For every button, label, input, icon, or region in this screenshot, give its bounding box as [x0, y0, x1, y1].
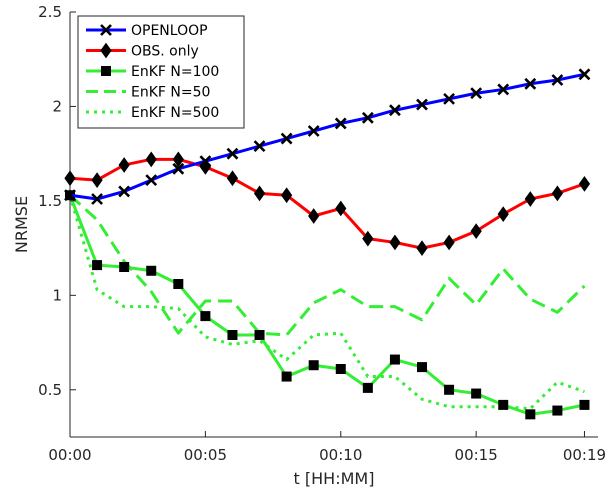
series-enkf-n-500 — [68, 194, 585, 411]
data-point — [281, 187, 293, 204]
x-axis: 00:00 00:05 00:10 00:15 00:19 — [48, 431, 606, 464]
data-point — [551, 185, 563, 202]
data-point — [524, 77, 537, 90]
data-point — [551, 74, 564, 86]
data-point — [64, 189, 76, 202]
plot-area — [64, 12, 598, 438]
legend-marker — [101, 66, 111, 76]
data-point — [361, 111, 374, 124]
data-point — [145, 174, 158, 187]
y-tick-label: 0.5 — [38, 381, 62, 399]
data-point — [389, 104, 401, 117]
legend-item: OPENLOOP — [86, 23, 208, 39]
legend: OPENLOOP OBS. only EnKF N=100 EnKF N=50 EnKF… — [77, 15, 245, 129]
x-tick-label: 00:05 — [184, 446, 227, 464]
data-point — [444, 384, 455, 395]
data-point — [119, 262, 130, 272]
x-tick-label: 00:15 — [455, 446, 498, 464]
series-line — [68, 194, 586, 337]
legend-marker — [100, 42, 112, 59]
data-point — [389, 354, 400, 365]
legend-label: EnKF N=500 — [131, 105, 219, 121]
data-point — [579, 399, 590, 410]
data-point — [92, 260, 103, 271]
data-point — [253, 185, 266, 202]
data-point — [226, 170, 239, 187]
data-point — [91, 172, 103, 188]
legend-label: OBS. only — [131, 44, 199, 60]
data-point — [308, 208, 320, 224]
data-point — [335, 200, 347, 217]
legend-item: OBS. only — [86, 42, 199, 60]
legend-label: EnKF N=100 — [131, 64, 219, 80]
legend-item: EnKF N=500 — [86, 105, 219, 121]
y-axis: 0.5 1 1.5 2 2.5 — [38, 3, 76, 399]
data-point — [91, 193, 103, 205]
data-point — [443, 92, 455, 105]
data-point — [200, 311, 211, 322]
data-point — [498, 399, 509, 410]
x-axis-label: t [HH:MM] — [294, 469, 375, 488]
data-point — [362, 230, 374, 247]
data-point — [226, 147, 239, 160]
series-openloop — [64, 68, 591, 205]
legend-item: EnKF N=50 — [86, 85, 210, 101]
series-line — [69, 72, 585, 201]
data-point — [199, 155, 212, 168]
data-point — [524, 191, 536, 207]
data-point — [146, 265, 157, 276]
y-tick-label: 1 — [52, 286, 62, 304]
data-point — [578, 176, 591, 192]
data-point — [64, 170, 76, 187]
y-tick-label: 2 — [52, 97, 62, 115]
data-point — [470, 87, 483, 100]
data-point — [417, 362, 427, 373]
data-point — [443, 234, 455, 251]
data-point — [471, 388, 482, 399]
legend-item: EnKF N=100 — [86, 64, 219, 80]
data-point — [281, 371, 292, 382]
data-point — [578, 68, 591, 81]
series-line — [68, 194, 585, 411]
data-point — [118, 157, 130, 173]
data-point — [173, 279, 184, 289]
data-point — [335, 364, 346, 374]
data-point — [416, 98, 428, 111]
legend-label: EnKF N=50 — [131, 85, 210, 101]
data-point — [497, 206, 509, 222]
data-point — [552, 405, 563, 416]
data-point — [389, 234, 401, 251]
data-point — [280, 132, 293, 145]
data-point — [334, 117, 347, 130]
series-enkf-n-50 — [68, 194, 586, 337]
data-point — [118, 185, 131, 198]
x-tick-label: 00:10 — [319, 446, 362, 464]
data-point — [172, 162, 185, 175]
x-tick-label: 00:00 — [48, 446, 91, 464]
data-point — [307, 125, 320, 137]
legend-label: OPENLOOP — [131, 23, 208, 39]
data-point — [416, 240, 428, 256]
data-point — [362, 382, 373, 393]
data-point — [172, 151, 184, 168]
y-axis-label: NRMSE — [12, 196, 31, 253]
data-point — [308, 360, 319, 371]
y-tick-label: 2.5 — [38, 3, 62, 21]
data-point — [227, 330, 238, 340]
y-tick-label: 1.5 — [38, 192, 62, 210]
data-point — [254, 330, 265, 340]
data-point — [253, 140, 266, 153]
data-point — [145, 151, 157, 168]
data-point — [497, 83, 510, 96]
series-enkf-n-100 — [65, 190, 590, 420]
series-obs-only — [64, 151, 591, 256]
data-point — [525, 409, 536, 420]
x-tick-label: 00:19 — [563, 446, 606, 464]
data-point — [470, 223, 482, 239]
legend-marker — [100, 24, 112, 36]
